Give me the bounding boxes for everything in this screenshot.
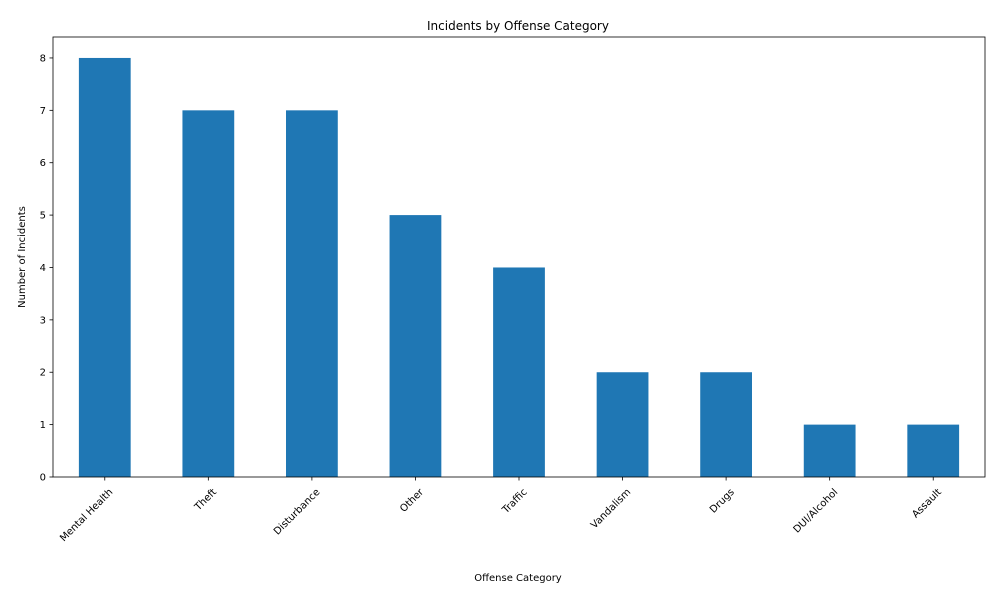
x-tick-label: Traffic bbox=[500, 487, 530, 517]
y-tick-label: 2 bbox=[40, 368, 46, 379]
x-tick-label: Other bbox=[398, 486, 426, 514]
y-ticks-layer: 0 1 2 3 4 5 6 7 8 bbox=[40, 53, 53, 484]
bar-dui-alcohol bbox=[803, 424, 856, 477]
bar-vandalism bbox=[596, 372, 649, 477]
y-tick-label: 6 bbox=[40, 158, 46, 169]
y-tick-label: 1 bbox=[40, 420, 46, 431]
x-tick-label: Drugs bbox=[708, 487, 737, 516]
y-tick-label: 3 bbox=[40, 315, 46, 326]
x-axis-label: Offense Category bbox=[474, 573, 562, 584]
y-tick-label: 4 bbox=[40, 263, 46, 274]
y-tick-label: 5 bbox=[40, 211, 46, 222]
chart-title: Incidents by Offense Category bbox=[427, 19, 609, 33]
bar-drugs bbox=[700, 372, 752, 477]
x-ticks-layer: Mental Health Theft Disturbance Other Traffi… bbox=[58, 477, 944, 544]
bar-assault bbox=[907, 424, 960, 477]
x-tick-label: Theft bbox=[192, 487, 219, 514]
x-tick-label: DUI/Alcohol bbox=[792, 487, 841, 536]
x-tick-label: Assault bbox=[910, 487, 944, 521]
x-tick-label: Disturbance bbox=[272, 487, 323, 538]
bar-traffic bbox=[493, 267, 545, 477]
bar-other bbox=[389, 215, 442, 477]
x-tick-label: Mental Health bbox=[58, 487, 115, 544]
y-tick-label: 0 bbox=[40, 473, 46, 484]
bar-theft bbox=[182, 110, 235, 477]
y-tick-label: 7 bbox=[40, 106, 46, 117]
bars-layer bbox=[78, 57, 960, 477]
bar-mental-health bbox=[78, 57, 131, 477]
bar-disturbance bbox=[286, 110, 338, 477]
y-tick-label: 8 bbox=[40, 53, 46, 64]
x-tick-label: Vandalism bbox=[589, 487, 633, 531]
y-axis-label: Number of Incidents bbox=[17, 206, 28, 308]
